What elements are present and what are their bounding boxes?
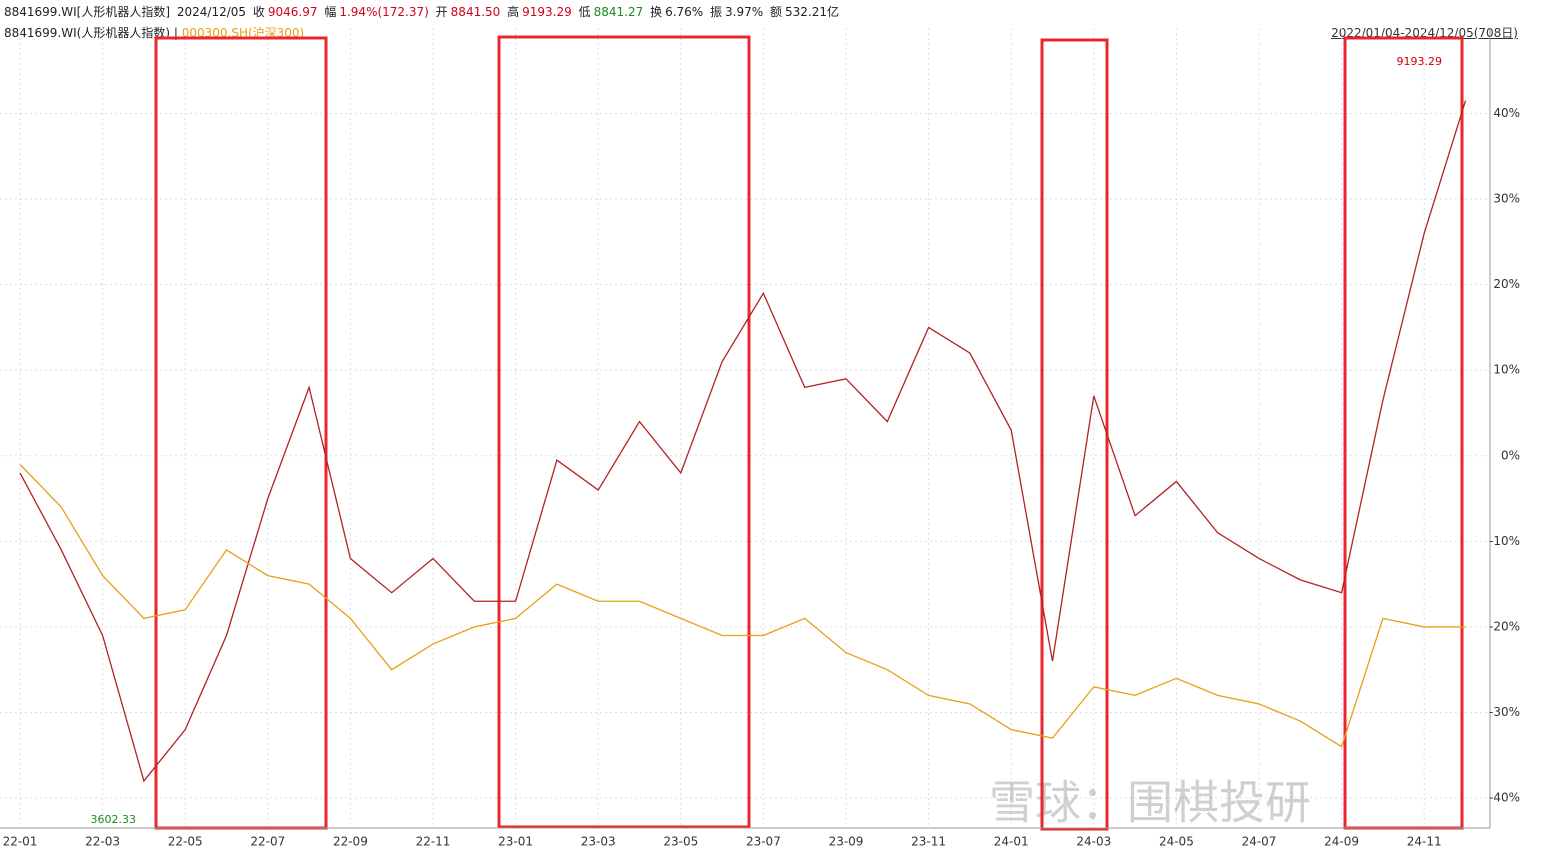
x-tick-label: 23-03 bbox=[581, 835, 616, 849]
date: 2024/12/05 bbox=[176, 5, 247, 19]
x-tick-label: 24-03 bbox=[1076, 835, 1111, 849]
y-tick-label: -10% bbox=[1489, 534, 1520, 548]
x-tick-label: 23-05 bbox=[663, 835, 698, 849]
label: 换 bbox=[650, 5, 663, 19]
x-tick-label: 24-01 bbox=[994, 835, 1029, 849]
value: 532.21亿 bbox=[785, 5, 840, 19]
label: 高 bbox=[507, 5, 520, 19]
label: 收 bbox=[252, 5, 265, 19]
value: 1.94%(172.37) bbox=[339, 5, 429, 19]
label: 开 bbox=[435, 5, 448, 19]
value: 9046.97 bbox=[267, 5, 318, 19]
x-tick-label: 22-01 bbox=[3, 835, 38, 849]
annotation: 9193.29 bbox=[1397, 55, 1443, 68]
label: 幅 bbox=[324, 5, 337, 19]
x-tick-label: 24-07 bbox=[1242, 835, 1277, 849]
y-tick-label: 40% bbox=[1493, 106, 1520, 120]
highlight-box bbox=[154, 36, 328, 830]
value: 6.76% bbox=[665, 5, 704, 19]
x-tick-label: 23-07 bbox=[746, 835, 781, 849]
quote-bar: 8841699.WI[人形机器人指数] 2024/12/05 收 9046.97 … bbox=[4, 3, 842, 20]
y-tick-label: -40% bbox=[1489, 791, 1520, 805]
watermark: 雪球：围棋投研 bbox=[989, 776, 1311, 830]
series-line bbox=[19, 463, 1466, 748]
y-tick-label: 30% bbox=[1493, 192, 1520, 206]
x-tick-label: 22-05 bbox=[168, 835, 203, 849]
x-tick-label: 23-01 bbox=[498, 835, 533, 849]
x-tick-label: 24-09 bbox=[1324, 835, 1359, 849]
value: 9193.29 bbox=[522, 5, 572, 19]
x-tick-label: 22-07 bbox=[250, 835, 285, 849]
x-tick-label: 22-11 bbox=[416, 835, 451, 849]
x-tick-label: 22-09 bbox=[333, 835, 368, 849]
highlight-box bbox=[1343, 36, 1464, 830]
series-line bbox=[19, 100, 1467, 783]
highlight-box bbox=[497, 35, 751, 829]
label: 额 bbox=[770, 5, 783, 19]
legend-entry: 8841699.WI(人形机器人指数) bbox=[4, 26, 171, 40]
y-tick-label: 10% bbox=[1493, 363, 1520, 377]
annotation: 3602.33 bbox=[91, 813, 137, 826]
value: 3.97% bbox=[725, 5, 764, 19]
x-tick-label: 22-03 bbox=[85, 835, 120, 849]
highlight-boxes bbox=[154, 35, 1464, 831]
value: 8841.50 bbox=[450, 5, 501, 19]
x-tick-label: 23-09 bbox=[829, 835, 864, 849]
x-tick-label: 24-11 bbox=[1407, 835, 1442, 849]
y-tick-label: 0% bbox=[1501, 448, 1520, 462]
value: 8841.27 bbox=[593, 5, 644, 19]
x-tick-label: 23-11 bbox=[911, 835, 946, 849]
label: 低 bbox=[578, 5, 591, 19]
label: 振 bbox=[710, 5, 723, 19]
code: 8841699.WI[人形机器人指数] bbox=[4, 5, 171, 19]
y-tick-label: 20% bbox=[1493, 277, 1520, 291]
y-tick-label: -20% bbox=[1489, 619, 1520, 633]
y-tick-label: -30% bbox=[1489, 705, 1520, 719]
x-tick-label: 24-05 bbox=[1159, 835, 1194, 849]
